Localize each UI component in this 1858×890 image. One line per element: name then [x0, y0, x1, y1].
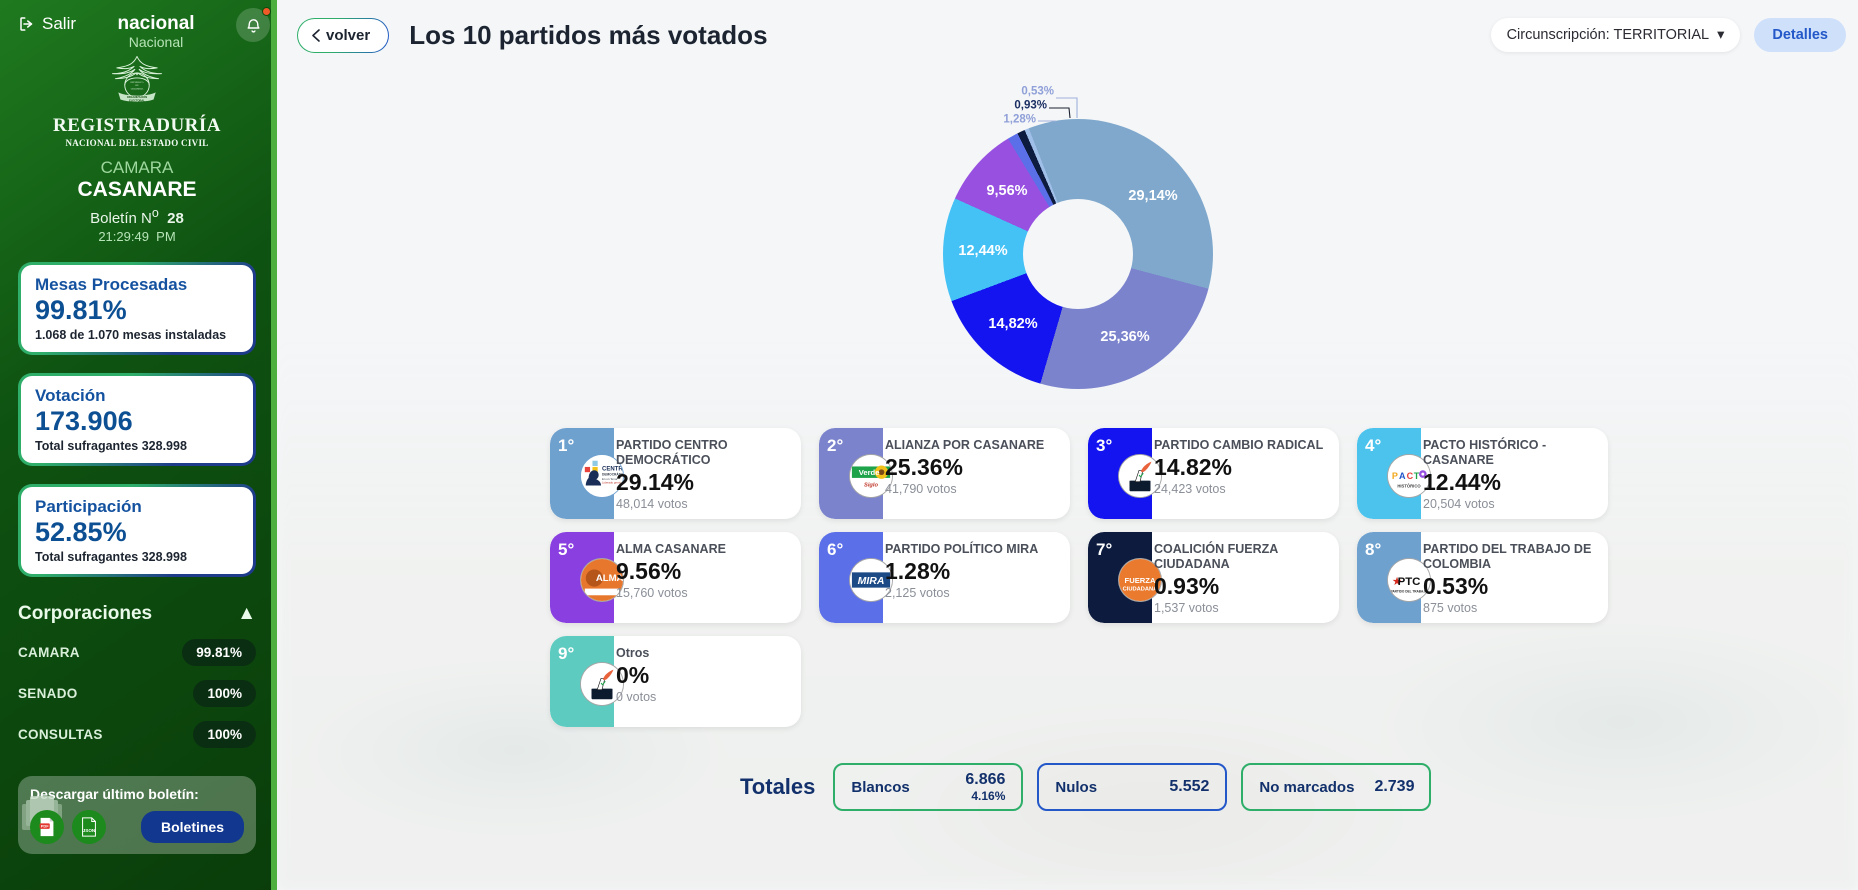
svg-text:ELECTORAL: ELECTORAL: [129, 99, 145, 103]
svg-text:MIRA: MIRA: [858, 575, 885, 587]
svg-text:P: P: [1392, 471, 1398, 481]
svg-text:JSON: JSON: [83, 828, 95, 833]
svg-text:C: C: [1407, 471, 1414, 481]
svg-text:PTC: PTC: [1398, 576, 1421, 588]
svg-text:COLOMBIA: COLOMBIA: [131, 88, 144, 91]
svg-text:HISTÓRICO: HISTÓRICO: [1397, 483, 1421, 488]
svg-text:FUERZA: FUERZA: [1125, 576, 1156, 585]
svg-text:CIUDADANA: CIUDADANA: [1123, 587, 1158, 593]
svg-text:PDF: PDF: [41, 824, 49, 829]
svg-text:Siglo: Siglo: [864, 483, 878, 489]
svg-text:A: A: [1399, 471, 1406, 481]
svg-text:Verde: Verde: [859, 468, 880, 477]
svg-text:T: T: [1414, 471, 1420, 481]
